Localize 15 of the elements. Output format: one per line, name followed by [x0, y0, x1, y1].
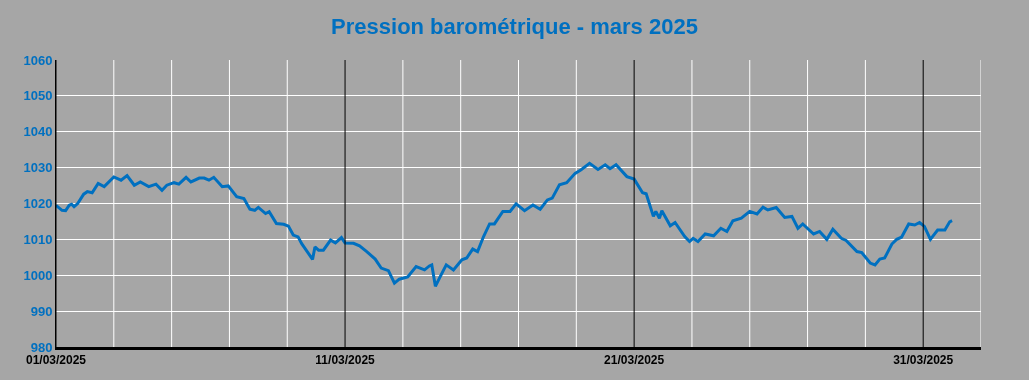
chart-title: Pression barométrique - mars 2025	[331, 14, 698, 40]
x-tick-label: 31/03/2025	[893, 353, 954, 368]
y-tick-label: 990	[30, 303, 53, 319]
y-tick-label: 980	[30, 339, 53, 355]
y-tick-label: 1030	[23, 160, 53, 176]
line-series	[56, 161, 954, 288]
x-tick-label: 11/03/2025	[315, 353, 376, 368]
x-tick-label: 01/03/2025	[25, 353, 87, 368]
y-tick-label: 1060	[23, 52, 53, 68]
y-tick-label: 1000	[23, 267, 53, 283]
y-tick-label: 1010	[23, 231, 53, 247]
x-tick-label: 21/03/2025	[604, 353, 665, 368]
y-tick-label: 1040	[23, 124, 53, 140]
y-tick-label: 1020	[23, 196, 53, 212]
y-tick-label: 1050	[23, 88, 53, 104]
